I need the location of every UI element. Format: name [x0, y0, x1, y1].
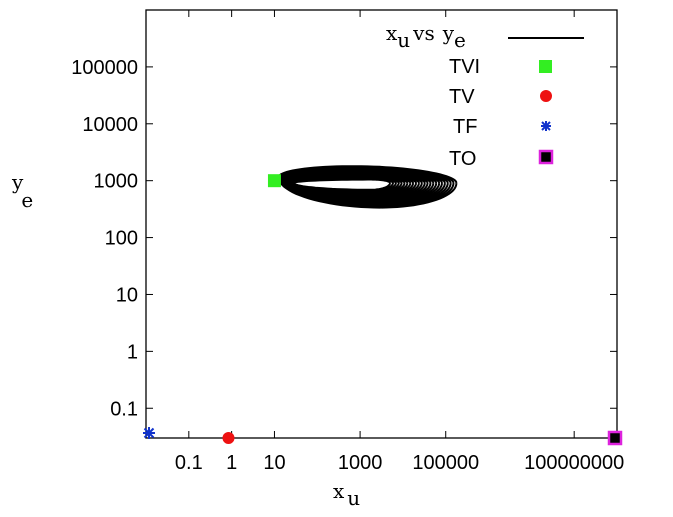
x-tick-label: 100000	[412, 452, 479, 474]
series-xu-vs-ye	[277, 165, 458, 209]
x-tick-label: 1	[226, 452, 237, 474]
y-axis-label-base: y	[11, 170, 24, 194]
legend-entry-to-label: TO	[449, 148, 476, 170]
legend-entry-xu-vs-ye-label: xu vs ye	[386, 21, 466, 52]
legend-entry-tv-label: TV	[449, 86, 475, 108]
y-tick-label: 100000	[71, 57, 138, 79]
y-tick-label: 100	[105, 228, 138, 250]
x-tick-label: 1000	[338, 452, 383, 474]
axis-ticks: 0.1 1 10 1000 100000 100000000 0.1 1 10 100 1000 10…	[71, 10, 624, 474]
y-tick-label: 0.1	[110, 398, 138, 420]
legend-entry-tf-label: TF	[453, 116, 477, 138]
x-tick-label: 0.1	[175, 452, 203, 474]
legend-entry-tvi-label: TVI	[449, 56, 480, 78]
y-tick-label: 10000	[82, 114, 138, 136]
legend-entry-tf-marker	[541, 121, 551, 131]
y-tick-label: 10	[116, 284, 138, 306]
legend-entry-to-marker	[538, 149, 554, 165]
legend: xu vs ye TVI TV TF TO	[386, 21, 584, 170]
x-axis-label-base: x	[333, 479, 345, 503]
marker-tv	[222, 432, 235, 444]
y-tick-label: 1	[127, 341, 138, 363]
plot-frame-border	[145, 9, 618, 439]
marker-to	[607, 430, 623, 446]
x-axis-label-sub: u	[347, 486, 360, 510]
marker-tvi	[267, 174, 281, 188]
data-markers	[143, 174, 623, 446]
marker-tf	[143, 427, 155, 439]
y-axis-label-sub: e	[21, 188, 33, 212]
plot-frame	[145, 9, 618, 439]
x-tick-label: 100000000	[524, 452, 624, 474]
x-tick-label: 10	[263, 452, 285, 474]
legend-entry-tvi-marker	[539, 60, 552, 73]
legend-entry-tv-marker	[540, 90, 552, 102]
y-tick-label: 1000	[94, 171, 139, 193]
